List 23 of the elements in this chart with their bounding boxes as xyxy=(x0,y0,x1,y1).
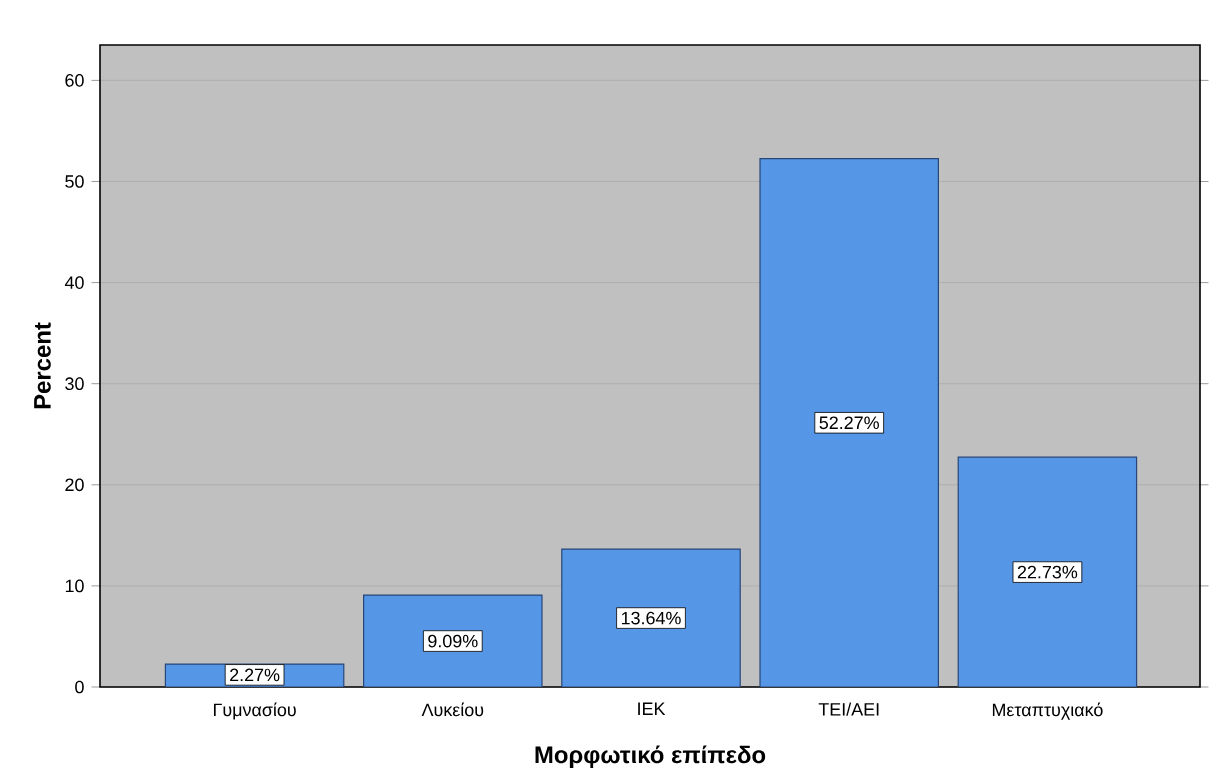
y-tick-label: 60 xyxy=(65,74,84,87)
x-axis-title: Μορφωτικό επίπεδο xyxy=(535,745,766,769)
data-label: 2.27% xyxy=(230,668,280,682)
y-tick-label: 20 xyxy=(65,478,84,492)
x-tick-label: ΤΕΙ/ΑΕΙ xyxy=(818,702,879,716)
bar xyxy=(760,158,939,687)
data-label: 52.27% xyxy=(819,416,879,430)
x-tick-label: Λυκείου xyxy=(421,702,484,717)
y-axis-title: Percent xyxy=(34,322,51,409)
y-tick-label: 50 xyxy=(65,175,84,188)
x-tick-label: ΙΕΚ xyxy=(638,702,666,715)
bar xyxy=(957,456,1138,687)
y-tick-label: 0 xyxy=(75,680,84,694)
data-label: 13.64% xyxy=(621,611,681,625)
bar xyxy=(363,595,542,687)
x-tick-label: Γυμνασίου xyxy=(213,702,296,720)
data-label: 9.09% xyxy=(428,634,478,648)
y-tick-label: 10 xyxy=(65,579,84,593)
y-tick-label: 40 xyxy=(64,276,84,289)
y-tick-label: 30 xyxy=(65,377,84,391)
x-tick-label: Μεταπτυχιακό xyxy=(992,702,1103,720)
data-label: 22.73% xyxy=(1017,565,1078,579)
bar xyxy=(561,549,741,687)
